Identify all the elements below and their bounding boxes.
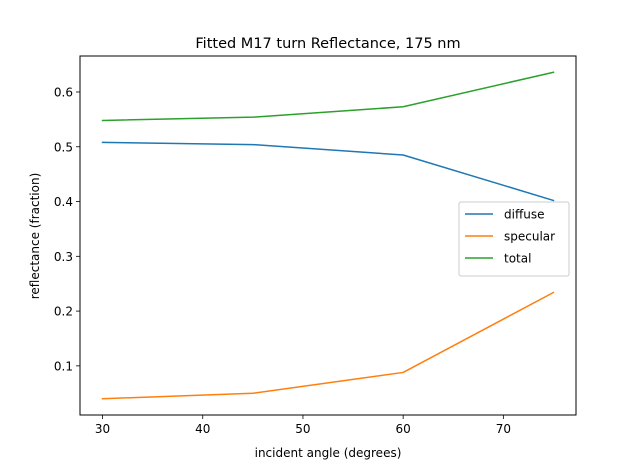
y-axis: 0.1 0.2 0.3 0.4 0.5 0.6 xyxy=(54,85,80,373)
x-axis-label: incident angle (degrees) xyxy=(255,446,402,460)
x-tick-label: 60 xyxy=(396,422,411,436)
y-axis-label: reflectance (fraction) xyxy=(28,173,42,300)
x-tick-label: 70 xyxy=(496,422,511,436)
series-line-diffuse xyxy=(101,141,555,202)
y-tick-label: 0.1 xyxy=(54,359,73,373)
x-tick-label: 40 xyxy=(195,422,210,436)
y-tick-label: 0.4 xyxy=(54,195,73,209)
legend: diffuse specular total xyxy=(458,201,570,277)
y-tick-label: 0.5 xyxy=(54,140,73,154)
series-line-total xyxy=(101,71,555,122)
plot-area xyxy=(101,71,555,400)
legend-label-specular: specular xyxy=(504,230,555,244)
legend-label-diffuse: diffuse xyxy=(504,208,544,222)
y-tick-label: 0.2 xyxy=(54,305,73,319)
y-tick-label: 0.3 xyxy=(54,250,73,264)
x-tick-label: 50 xyxy=(295,422,310,436)
x-tick-label: 30 xyxy=(95,422,110,436)
y-tick-label: 0.6 xyxy=(54,85,73,99)
series-line-specular xyxy=(101,291,555,400)
legend-label-total: total xyxy=(504,252,531,266)
axes-frame xyxy=(79,55,577,416)
chart-title: Fitted M17 turn Reflectance, 175 nm xyxy=(195,36,460,52)
x-axis: 30 40 50 60 70 xyxy=(95,415,511,436)
